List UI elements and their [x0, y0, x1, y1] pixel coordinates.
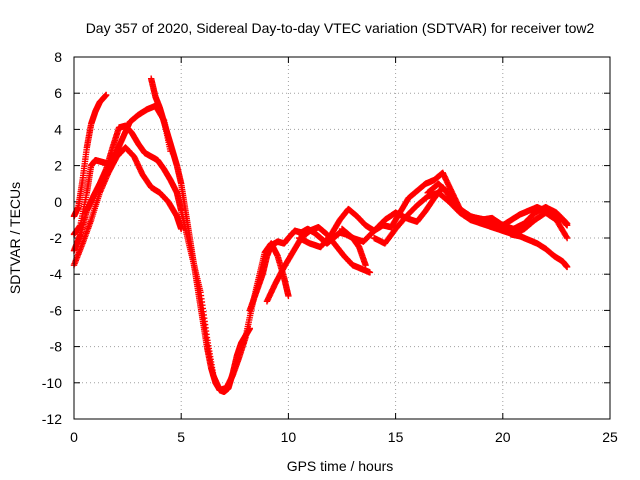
y-tick-label: -8 [50, 339, 63, 355]
y-tick-label: -6 [50, 302, 63, 318]
x-tick-label: 5 [177, 429, 185, 445]
axis-ticks: 0 5 10 15 20 25 -12 -10 -8 -6 -4 -2 0 2 4 6 8 [42, 49, 618, 445]
series-track-4 [70, 144, 185, 269]
y-tick-label: 6 [54, 85, 62, 101]
series-track-6 [178, 207, 292, 394]
x-tick-label: 0 [70, 429, 78, 445]
series-track-11 [370, 189, 571, 247]
y-tick-label: -10 [42, 375, 62, 391]
x-tick-label: 20 [495, 429, 511, 445]
x-tick-label: 10 [281, 429, 297, 445]
x-axis-label: GPS time / hours [287, 458, 394, 474]
y-tick-label: 0 [54, 194, 62, 210]
data-point [102, 91, 110, 99]
series-track-5 [147, 75, 254, 396]
y-tick-label: -2 [50, 230, 63, 246]
y-tick-label: -12 [42, 411, 62, 427]
series-track-12 [424, 180, 571, 233]
data-point [563, 234, 571, 242]
y-tick-label: 4 [54, 121, 62, 137]
series-track-1 [70, 91, 110, 220]
data-point [563, 233, 570, 240]
data-point [563, 220, 571, 227]
data-point [366, 269, 374, 276]
data-point [285, 292, 292, 300]
y-tick-label: -4 [50, 266, 63, 282]
y-axis-label: SDTVAR / TECUs [7, 182, 23, 294]
chart-title: Day 357 of 2020, Sidereal Day-to-day VTE… [86, 20, 595, 36]
data-points [70, 75, 571, 396]
data-point [563, 219, 570, 226]
x-tick-label: 15 [388, 429, 404, 445]
y-tick-label: 8 [54, 49, 62, 65]
y-tick-label: 2 [54, 158, 62, 174]
data-point [563, 263, 571, 271]
plot-frame [73, 56, 611, 420]
x-tick-label: 25 [602, 429, 618, 445]
